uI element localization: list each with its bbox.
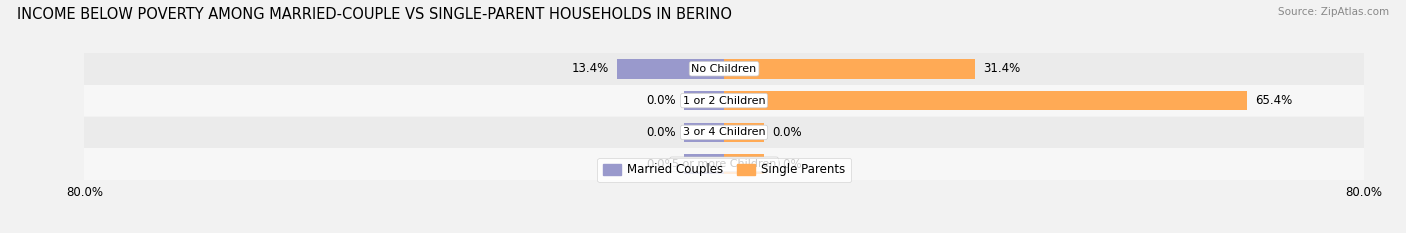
Text: 0.0%: 0.0% [647, 126, 676, 139]
Bar [724, 91, 1247, 110]
Bar [685, 91, 724, 110]
Bar [84, 148, 1364, 180]
Bar [724, 59, 976, 79]
Bar [685, 123, 724, 142]
Text: 0.0%: 0.0% [772, 158, 801, 171]
Text: INCOME BELOW POVERTY AMONG MARRIED-COUPLE VS SINGLE-PARENT HOUSEHOLDS IN BERINO: INCOME BELOW POVERTY AMONG MARRIED-COUPL… [17, 7, 733, 22]
Text: 5 or more Children: 5 or more Children [672, 159, 776, 169]
Text: 31.4%: 31.4% [983, 62, 1021, 75]
Legend: Married Couples, Single Parents: Married Couples, Single Parents [598, 158, 851, 182]
Bar [724, 123, 763, 142]
Text: 3 or 4 Children: 3 or 4 Children [683, 127, 765, 137]
Bar [685, 154, 724, 174]
Text: 65.4%: 65.4% [1256, 94, 1292, 107]
Text: 0.0%: 0.0% [647, 94, 676, 107]
Text: 13.4%: 13.4% [572, 62, 609, 75]
Text: 0.0%: 0.0% [772, 126, 801, 139]
Text: Source: ZipAtlas.com: Source: ZipAtlas.com [1278, 7, 1389, 17]
Text: 1 or 2 Children: 1 or 2 Children [683, 96, 765, 106]
Text: No Children: No Children [692, 64, 756, 74]
Bar [84, 85, 1364, 116]
Bar [84, 53, 1364, 85]
Bar [724, 154, 763, 174]
Bar [84, 116, 1364, 148]
Text: 0.0%: 0.0% [647, 158, 676, 171]
Bar [617, 59, 724, 79]
